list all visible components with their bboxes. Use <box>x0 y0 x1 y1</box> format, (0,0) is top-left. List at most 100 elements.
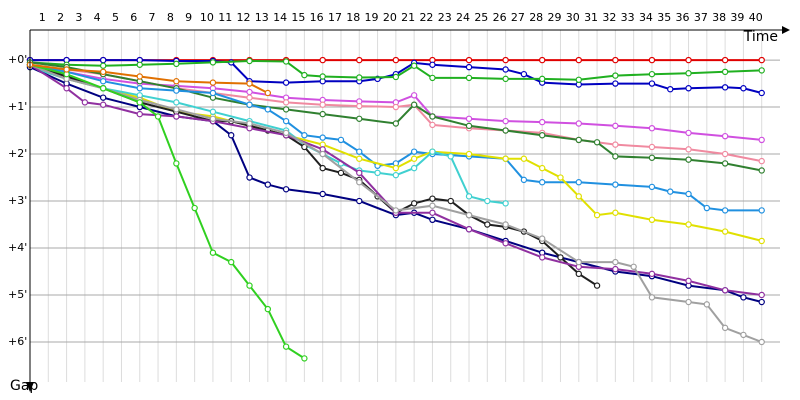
point <box>154 113 162 120</box>
point <box>721 324 729 332</box>
point <box>612 141 619 148</box>
point <box>429 148 436 155</box>
point <box>740 85 747 92</box>
x-tick-label: 28 <box>529 11 543 24</box>
point <box>758 298 765 306</box>
point <box>685 146 692 153</box>
x-tick-label: 35 <box>657 11 671 24</box>
point <box>721 56 729 64</box>
point <box>685 129 692 137</box>
point <box>282 58 290 65</box>
series-line <box>29 63 762 296</box>
point <box>703 301 711 308</box>
point <box>465 226 473 233</box>
point <box>465 122 473 130</box>
point <box>209 89 217 97</box>
point <box>136 110 143 118</box>
point <box>648 56 656 64</box>
x-tick-label: 29 <box>547 11 561 24</box>
point <box>246 101 253 108</box>
point <box>356 148 363 155</box>
point <box>319 73 326 80</box>
x-tick-label: 5 <box>112 11 119 24</box>
x-tick-label: 6 <box>130 11 137 24</box>
y-tick-label: +4' <box>8 241 27 254</box>
point <box>410 200 418 207</box>
x-tick-label: 25 <box>474 11 488 24</box>
point <box>575 76 582 84</box>
point <box>465 211 473 219</box>
point <box>648 270 656 278</box>
point <box>356 155 363 162</box>
point <box>136 73 143 80</box>
point <box>246 120 253 127</box>
point <box>575 193 582 200</box>
point <box>758 157 765 165</box>
y-tick-label: +0' <box>8 53 27 66</box>
point <box>99 62 107 69</box>
point <box>173 78 180 85</box>
x-tick-label: 2 <box>57 11 64 24</box>
point <box>410 148 418 155</box>
x-tick-label: 19 <box>365 11 379 24</box>
point <box>136 85 143 92</box>
point <box>520 176 528 184</box>
point <box>429 216 436 224</box>
point <box>392 120 400 127</box>
x-tick-label: 11 <box>218 11 232 24</box>
point <box>721 132 729 140</box>
point <box>612 72 619 79</box>
point <box>630 263 637 270</box>
point <box>246 80 253 87</box>
x-tick-label: 38 <box>712 11 726 24</box>
point <box>63 85 70 92</box>
point <box>392 164 400 172</box>
point <box>721 287 729 294</box>
point <box>264 106 272 113</box>
point <box>264 89 272 97</box>
x-tick-label: 17 <box>328 11 342 24</box>
point <box>429 209 436 216</box>
point <box>173 113 180 120</box>
point <box>392 171 400 179</box>
point <box>502 200 509 207</box>
point <box>721 150 729 158</box>
point <box>392 103 400 111</box>
point <box>721 68 729 76</box>
point <box>667 85 674 93</box>
point <box>465 74 473 82</box>
point <box>703 204 711 212</box>
point <box>685 85 692 92</box>
x-tick-label: 24 <box>456 11 470 24</box>
x-tick-label: 23 <box>438 11 452 24</box>
x-tick-label: 8 <box>167 11 174 24</box>
point <box>282 79 290 86</box>
point <box>319 56 326 64</box>
point <box>538 254 546 261</box>
point <box>612 181 619 188</box>
point <box>758 338 765 346</box>
point <box>758 56 765 64</box>
point <box>465 150 473 158</box>
x-tick-label: 9 <box>185 11 192 24</box>
x-tick-label: 31 <box>584 11 598 24</box>
point <box>337 136 345 144</box>
point <box>429 74 436 82</box>
point <box>520 155 528 162</box>
point <box>685 56 692 64</box>
point <box>99 94 107 101</box>
point <box>648 143 656 151</box>
point <box>648 70 656 78</box>
point <box>758 237 765 245</box>
point <box>740 331 747 339</box>
point <box>648 124 656 132</box>
point <box>648 154 656 161</box>
point <box>392 56 400 64</box>
x-tick-label: 18 <box>346 11 360 24</box>
point <box>612 56 619 64</box>
x-tick-label: 16 <box>310 11 324 24</box>
point <box>99 68 107 76</box>
point <box>99 78 107 85</box>
point <box>575 56 582 64</box>
